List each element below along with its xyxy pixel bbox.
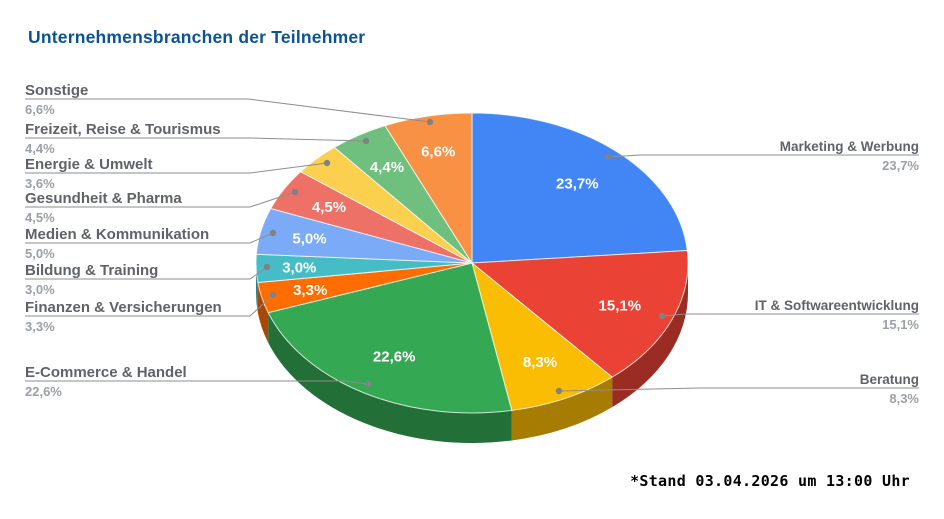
leader-dot-energie-umwelt	[323, 159, 331, 167]
callout-label: Marketing & Werbung	[779, 139, 919, 154]
slice-value-labels: 23,7% 15,1% 8,3% 22,6% 3,3% 3,0% 5,0% 4,5% 4,4% 6…	[282, 143, 641, 370]
callout-percent: 6,6%	[25, 102, 55, 117]
callout-marketing-werbung: Marketing & Werbung 23,7%	[780, 139, 919, 173]
callout-percent: 3,0%	[25, 282, 55, 297]
callout-energie-umwelt: Energie & Umwelt 3,6%	[25, 156, 153, 191]
callout-finanzen-versicherungen: Finanzen & Versicherungen 3,3%	[25, 299, 222, 334]
callout-label: Sonstige	[25, 82, 89, 99]
callout-label: Gesundheit & Pharma	[25, 190, 182, 207]
leader-dot-finanzen-versicherungen	[269, 291, 277, 299]
footnote-timestamp: *Stand 03.04.2026 um 13:00 Uhr	[630, 472, 910, 490]
leader-line-e-commerce-handel	[25, 380, 369, 385]
callout-label: Finanzen & Versicherungen	[25, 299, 222, 316]
slice-pct-e-commerce-handel: 22,6%	[373, 349, 416, 366]
leader-dot-freizeit-reise-tourismus	[362, 137, 370, 145]
callout-percent: 8,3%	[889, 391, 919, 406]
leader-dot-e-commerce-handel	[364, 380, 372, 388]
callout-percent: 23,7%	[882, 158, 919, 173]
pie-slice-side-beratung	[511, 377, 613, 441]
callout-label: E-Commerce & Handel	[25, 364, 187, 381]
leader-dot-marketing-werbung	[604, 153, 612, 161]
pie-walls	[256, 263, 688, 444]
pie-slice-sonstige[interactable]	[384, 112, 473, 264]
callout-e-commerce-handel: E-Commerce & Handel 22,6%	[25, 364, 187, 399]
leader-line-it-softwareentwicklung	[661, 313, 919, 317]
leader-line-gesundheit-pharma	[25, 191, 296, 208]
callout-it-softwareentwicklung: IT & Softwareentwicklung 15,1%	[755, 298, 919, 332]
callout-label: Freizeit, Reise & Tourismus	[25, 121, 221, 138]
slice-pct-finanzen-versicherungen: 3,3%	[293, 282, 327, 299]
callout-beratung: Beratung 8,3%	[860, 372, 919, 406]
callout-bildung-training: Bildung & Training 3,0%	[25, 262, 158, 297]
leader-dot-beratung	[555, 387, 563, 395]
pie-slice-marketing-werbung[interactable]	[471, 112, 688, 264]
slice-pct-beratung: 8,3%	[523, 354, 557, 371]
callout-gesundheit-pharma: Gesundheit & Pharma 4,5%	[25, 190, 182, 225]
callout-percent: 3,6%	[25, 176, 55, 191]
callout-medien-kommunikation: Medien & Kommunikation 5,0%	[25, 226, 209, 261]
chart-title: Unternehmensbranchen der Teilnehmer	[28, 27, 366, 47]
slice-pct-it-softwareentwicklung: 15,1%	[599, 297, 642, 314]
leader-dot-bildung-training	[263, 263, 271, 271]
pie-slice-side-it-softwareentwicklung	[612, 263, 688, 408]
leader-line-freizeit-reise-tourismus	[25, 137, 367, 142]
pie-slice-it-softwareentwicklung[interactable]	[471, 250, 689, 378]
callout-sonstige: Sonstige 6,6%	[25, 82, 88, 117]
callout-percent: 3,3%	[25, 319, 55, 334]
callout-label: Medien & Kommunikation	[25, 226, 210, 243]
leader-dot-gesundheit-pharma	[291, 188, 299, 196]
slice-pct-medien-kommunikation: 5,0%	[292, 230, 326, 247]
slice-pct-bildung-training: 3,0%	[282, 259, 316, 276]
leader-line-finanzen-versicherungen	[25, 294, 274, 317]
leader-dot-sonstige	[426, 118, 434, 126]
leader-line-medien-kommunikation	[25, 232, 274, 244]
callout-freizeit-reise-tourismus: Freizeit, Reise & Tourismus 4,4%	[25, 121, 221, 156]
pie-top-faces	[255, 112, 689, 414]
slice-pct-gesundheit-pharma: 4,5%	[312, 199, 346, 216]
slice-pct-marketing-werbung: 23,7%	[556, 176, 599, 193]
leader-line-bildung-training	[25, 266, 268, 280]
pie-slice-side-finanzen-versicherungen	[257, 282, 269, 343]
pie-slice-beratung[interactable]	[471, 262, 613, 411]
pie-slice-e-commerce-handel[interactable]	[267, 262, 513, 414]
callout-percent: 22,6%	[25, 384, 62, 399]
leader-dot-it-softwareentwicklung	[658, 312, 666, 320]
callout-label: Energie & Umwelt	[25, 156, 153, 173]
slice-pct-freizeit-reise-tourismus: 4,4%	[370, 159, 404, 176]
callout-label: IT & Softwareentwicklung	[754, 298, 919, 313]
callout-label: Beratung	[859, 372, 919, 387]
callout-percent: 5,0%	[25, 246, 55, 261]
leader-lines	[25, 98, 919, 395]
pie-slice-side-e-commerce-handel	[268, 312, 512, 444]
leader-dot-medien-kommunikation	[269, 229, 277, 237]
callout-percent: 15,1%	[882, 317, 919, 332]
callout-label: Bildung & Training	[25, 262, 159, 279]
callout-percent: 4,4%	[25, 141, 55, 156]
leader-line-sonstige	[25, 98, 431, 123]
leader-line-marketing-werbung	[607, 154, 919, 158]
slice-pct-sonstige: 6,6%	[421, 143, 455, 160]
leader-line-energie-umwelt	[25, 162, 328, 174]
leader-line-beratung	[558, 387, 919, 392]
callout-percent: 4,5%	[25, 210, 55, 225]
